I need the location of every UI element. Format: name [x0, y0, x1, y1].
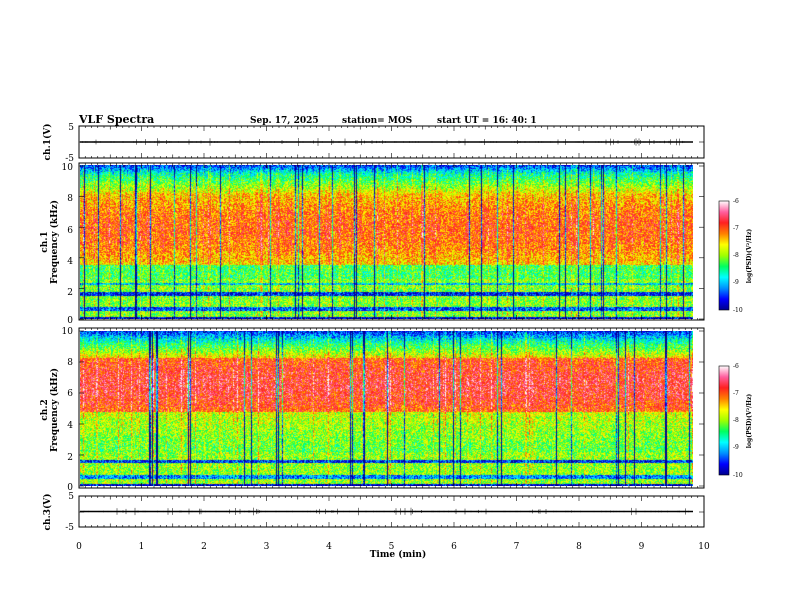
ch2-colorbar-label: log(PSD)(V²/Hz) [746, 394, 753, 449]
ch3-waveform-trace [80, 507, 693, 516]
time-tick-label: 2 [201, 542, 207, 552]
ch1-freq-tick-10: 10 [62, 163, 74, 173]
ch1-waveform-panel: 5 -5 ch.1(V) [42, 123, 705, 164]
ch1-colorbar-label: log(PSD)(V²/Hz) [746, 229, 753, 284]
ch1-waveform-ticks [78, 126, 705, 158]
ch2-colorbar: -6 -7 -8 -9 -10 log(PSD)(V²/Hz) [718, 363, 753, 479]
ch1-freq-tick-6: 6 [67, 226, 73, 236]
ch2-cb-tick-0: -6 [733, 363, 739, 370]
time-tick-label: 5 [389, 542, 395, 552]
ch1-spectrogram-panel: 0 2 4 6 8 10 ch.1 Frequency (kHz) [40, 162, 705, 326]
ch1-cb-tick-3: -9 [733, 279, 739, 286]
ch2-frequency-ylabel: Frequency (kHz) [49, 368, 60, 452]
ch2-channel-label: ch.2 [40, 399, 50, 420]
ch2-cb-tick-4: -10 [733, 472, 743, 479]
ch2-cb-tick-3: -9 [733, 444, 739, 451]
ch3-waveform-ticks [78, 496, 705, 527]
ch1-spectrogram-image [80, 165, 693, 319]
ch2-freq-tick-2: 2 [67, 453, 73, 463]
ch3-ytick-top: 5 [68, 492, 74, 502]
ch1-cb-tick-0: -6 [733, 198, 739, 205]
ch1-cb-tick-1: -7 [733, 225, 739, 232]
ch1-colorbar-gradient [719, 201, 729, 310]
ch1-cb-tick-2: -8 [733, 252, 739, 259]
ch2-colorbar-frame [718, 365, 730, 476]
ch2-cb-tick-1: -7 [733, 390, 739, 397]
ch1-frequency-ylabel: Frequency (kHz) [49, 200, 60, 284]
ch1-spectrogram-ticks [78, 163, 705, 320]
time-axis: 0 1 2 3 4 5 6 7 8 9 10 [76, 542, 710, 552]
time-tick-label: 6 [451, 542, 457, 552]
time-tick-label: 7 [514, 542, 520, 552]
ch1-channel-label: ch.1 [40, 231, 50, 252]
ch3-waveform-ylabel: ch.3(V) [42, 494, 53, 531]
ch2-colorbar-gradient [719, 366, 729, 475]
ch2-freq-tick-6: 6 [67, 389, 73, 399]
figure-title: VLF Spectra [78, 113, 154, 126]
ch2-freq-tick-0: 0 [67, 483, 73, 493]
ch1-freq-tick-8: 8 [67, 194, 73, 204]
time-tick-label: 10 [698, 542, 710, 552]
header-station: station= MOS [342, 116, 412, 126]
ch2-cb-tick-2: -8 [733, 417, 739, 424]
header-date: Sep. 17, 2025 [250, 116, 319, 126]
ch1-freq-tick-2: 2 [67, 288, 73, 298]
ch1-colorbar: -6 -7 -8 -9 -10 log(PSD)(V²/Hz) [718, 198, 753, 314]
time-tick-label: 0 [76, 542, 82, 552]
time-tick-label: 1 [139, 542, 145, 552]
time-tick-label: 8 [576, 542, 582, 552]
time-tick-label: 3 [264, 542, 270, 552]
time-axis-label: Time (min) [370, 549, 427, 560]
ch3-ytick-bottom: -5 [65, 523, 74, 533]
header-start-time: start UT = 16: 40: 1 [437, 116, 537, 126]
ch1-freq-tick-4: 4 [67, 257, 73, 267]
time-tick-label: 4 [326, 542, 332, 552]
ch2-freq-tick-10: 10 [62, 327, 74, 337]
ch2-freq-tick-8: 8 [67, 358, 73, 368]
ch2-freq-tick-4: 4 [67, 421, 73, 431]
ch3-waveform-panel: 5 -5 ch.3(V) [42, 492, 705, 533]
ch1-waveform-ylabel: ch.1(V) [42, 124, 53, 161]
ch1-ytick-bottom: -5 [65, 154, 74, 164]
time-tick-label: 9 [639, 542, 645, 552]
ch1-ytick-top: 5 [68, 123, 74, 133]
ch1-freq-tick-0: 0 [67, 316, 73, 326]
ch1-cb-tick-4: -10 [733, 307, 743, 314]
ch2-spectrogram-panel: 0 2 4 6 8 10 ch.2 Frequency (kHz) [40, 327, 705, 493]
ch2-spectrogram-image [80, 331, 693, 486]
ch1-colorbar-frame [718, 200, 730, 311]
ch2-spectrogram-ticks [78, 328, 705, 488]
